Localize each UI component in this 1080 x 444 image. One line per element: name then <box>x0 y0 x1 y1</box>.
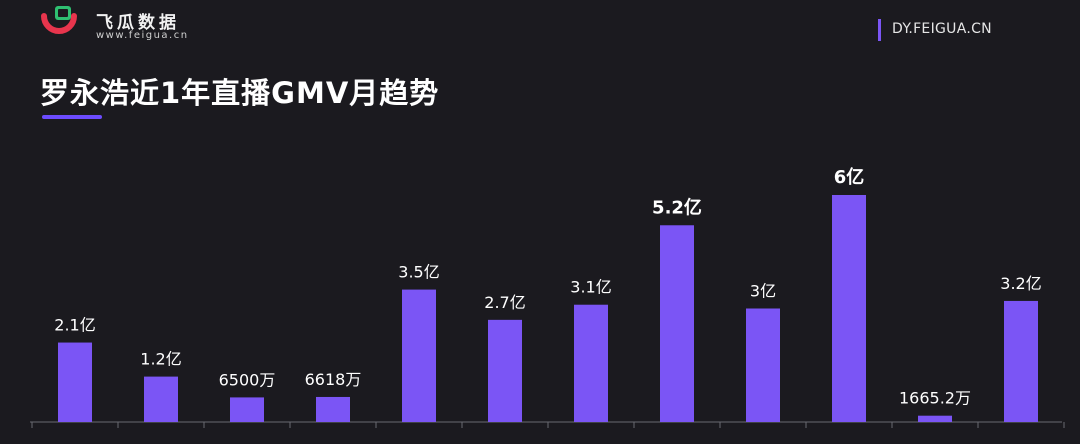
bar-4 <box>316 396 350 422</box>
bar-value-label-8: 5.2亿 <box>652 196 702 218</box>
bar-2 <box>144 376 178 422</box>
bar-6 <box>488 319 522 422</box>
bar-11 <box>918 415 952 422</box>
bar-value-label-9: 3亿 <box>750 282 776 301</box>
bar-value-label-6: 2.7亿 <box>484 293 525 312</box>
title-underline <box>42 115 102 119</box>
site-url: DY.FEIGUA.CN <box>892 21 992 37</box>
bar-value-label-4: 6618万 <box>305 370 362 389</box>
bar-value-label-10: 6亿 <box>834 166 865 188</box>
bar-3 <box>230 397 264 422</box>
bar-10 <box>832 195 866 422</box>
bar-value-label-3: 6500万 <box>219 370 276 389</box>
brand-url: www.feigua.cn <box>96 30 189 41</box>
bar-9 <box>746 308 780 422</box>
chart-title: 罗永浩近1年直播GMV月趋势 <box>40 76 440 110</box>
bar-8 <box>660 225 694 422</box>
bar-5 <box>402 289 436 422</box>
bar-value-label-12: 3.2亿 <box>1000 274 1041 293</box>
bar-value-label-11: 1665.2万 <box>899 389 971 408</box>
bar-7 <box>574 304 608 422</box>
feigua-logo-icon <box>41 6 77 34</box>
bar-value-label-1: 2.1亿 <box>54 316 95 335</box>
bar-value-label-7: 3.1亿 <box>570 278 611 297</box>
bar-12 <box>1004 300 1038 422</box>
site-divider <box>878 19 881 41</box>
brand-name: 飞瓜数据 <box>96 13 180 33</box>
bar-1 <box>58 342 92 422</box>
bar-value-label-2: 1.2亿 <box>140 350 181 369</box>
bar-value-label-5: 3.5亿 <box>398 263 439 282</box>
header: 飞瓜数据 www.feigua.cn DY.FEIGUA.CN <box>0 0 1080 60</box>
